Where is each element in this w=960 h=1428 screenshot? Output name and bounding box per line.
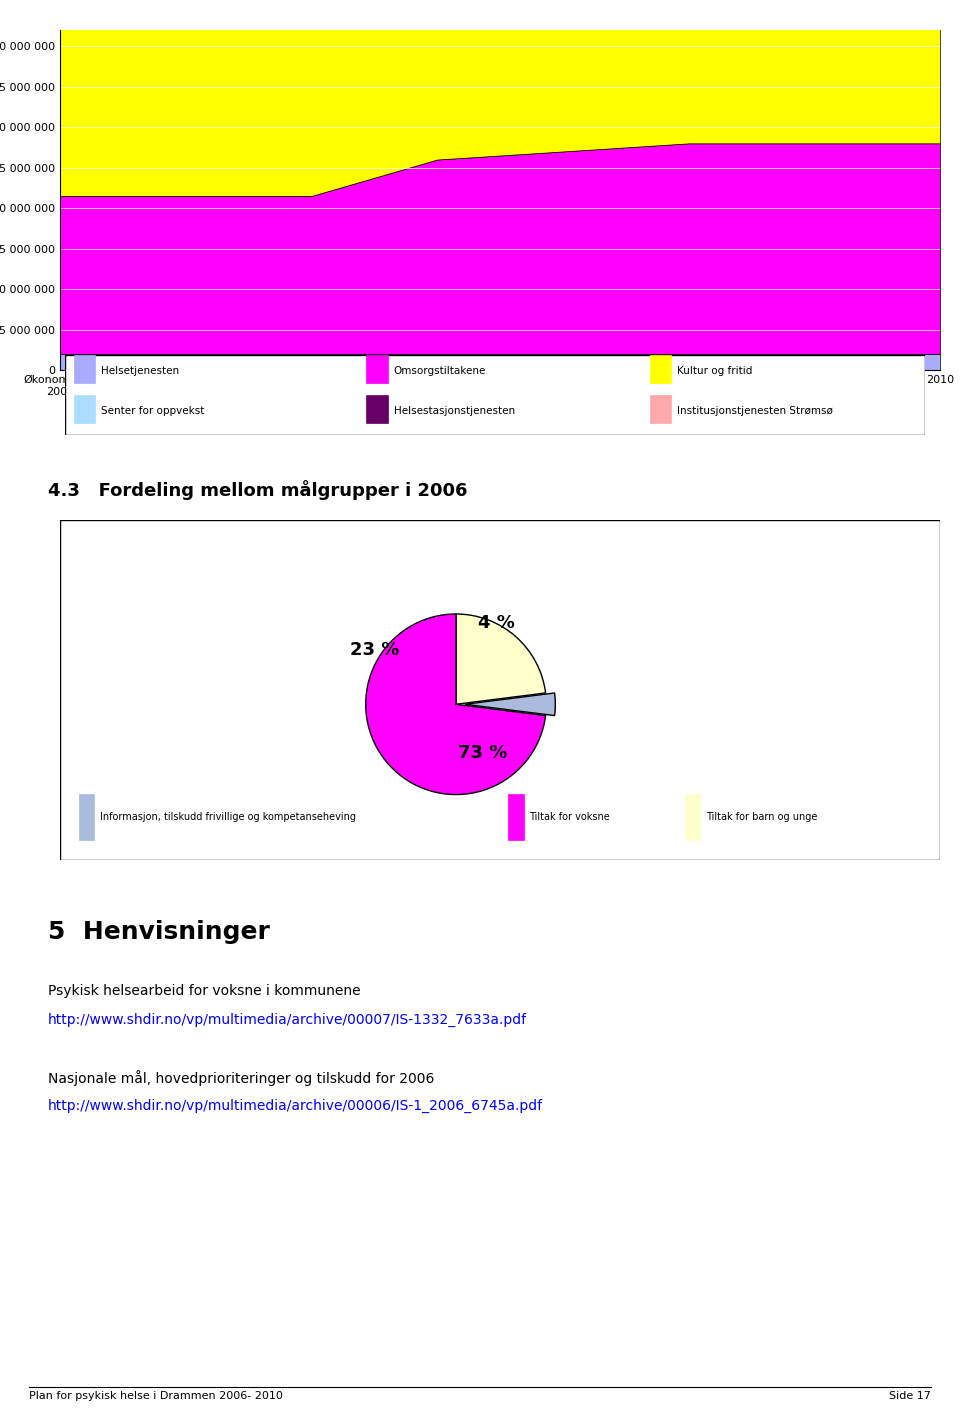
Text: Tiltak for voksne: Tiltak for voksne bbox=[530, 813, 611, 823]
Text: 23 %: 23 % bbox=[350, 641, 399, 658]
Text: http://www.shdir.no/vp/multimedia/archive/00006/IS-1_2006_6745a.pdf: http://www.shdir.no/vp/multimedia/archiv… bbox=[48, 1098, 543, 1112]
Text: 4 %: 4 % bbox=[478, 614, 516, 631]
Text: Informasjon, tilskudd frivillige og kompetanseheving: Informasjon, tilskudd frivillige og komp… bbox=[100, 813, 356, 823]
Wedge shape bbox=[456, 614, 545, 704]
Text: 4.3   Fordeling mellom målgrupper i 2006: 4.3 Fordeling mellom målgrupper i 2006 bbox=[48, 480, 468, 500]
Text: Helsetjenesten: Helsetjenesten bbox=[101, 366, 180, 376]
Bar bbox=[650, 396, 671, 423]
Text: 5  Henvisninger: 5 Henvisninger bbox=[48, 920, 270, 944]
Bar bbox=[366, 396, 388, 423]
Bar bbox=[79, 794, 94, 840]
Text: Tiltak for barn og unge: Tiltak for barn og unge bbox=[707, 813, 818, 823]
Text: Kultur og fritid: Kultur og fritid bbox=[678, 366, 753, 376]
Bar bbox=[685, 794, 700, 840]
Text: Nasjonale mål, hovedprioriteringer og tilskudd for 2006: Nasjonale mål, hovedprioriteringer og ti… bbox=[48, 1070, 434, 1085]
Text: 73 %: 73 % bbox=[459, 744, 508, 763]
Bar bbox=[74, 356, 95, 383]
Text: Side 17: Side 17 bbox=[889, 1391, 931, 1401]
Bar bbox=[650, 356, 671, 383]
Text: Plan for psykisk helse i Drammen 2006- 2010: Plan for psykisk helse i Drammen 2006- 2… bbox=[29, 1391, 282, 1401]
Text: Institusjonstjenesten Strømsø: Institusjonstjenesten Strømsø bbox=[678, 406, 833, 416]
Text: Psykisk helsearbeid for voksne i kommunene: Psykisk helsearbeid for voksne i kommune… bbox=[48, 984, 361, 998]
Text: Helsestasjonstjenesten: Helsestasjonstjenesten bbox=[394, 406, 515, 416]
Wedge shape bbox=[465, 693, 555, 715]
Bar bbox=[366, 356, 388, 383]
Bar bbox=[74, 396, 95, 423]
Wedge shape bbox=[366, 614, 545, 794]
Bar bbox=[509, 794, 523, 840]
Text: Omsorgstiltakene: Omsorgstiltakene bbox=[394, 366, 486, 376]
Text: Senter for oppvekst: Senter for oppvekst bbox=[101, 406, 204, 416]
Text: http://www.shdir.no/vp/multimedia/archive/00007/IS-1332_7633a.pdf: http://www.shdir.no/vp/multimedia/archiv… bbox=[48, 1012, 527, 1027]
